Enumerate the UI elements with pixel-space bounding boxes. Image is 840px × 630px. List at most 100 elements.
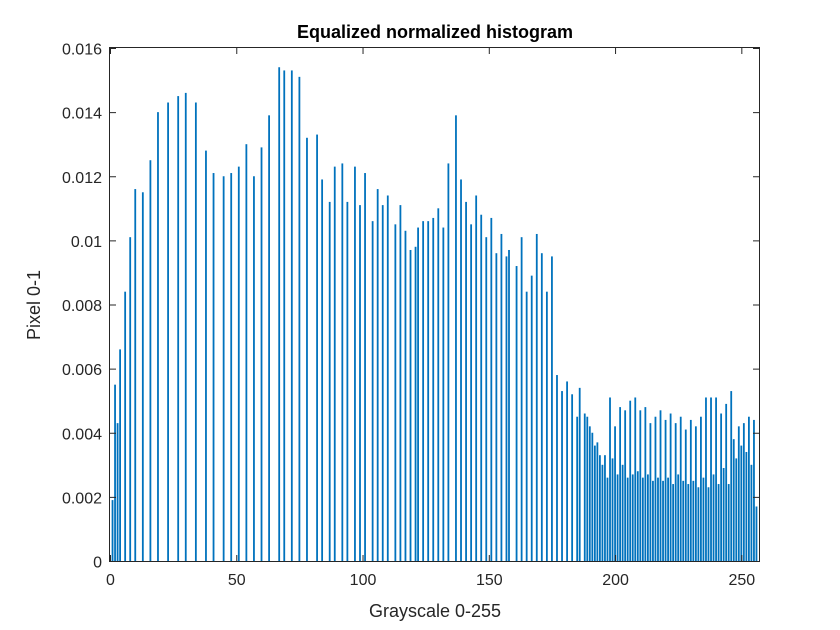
histogram-bar	[631, 474, 634, 561]
histogram-bar	[346, 201, 349, 561]
histogram-bar	[321, 179, 324, 561]
histogram-bar	[586, 416, 589, 561]
histogram-bar	[505, 256, 508, 561]
histogram-bar	[427, 221, 430, 561]
histogram-bar	[692, 480, 695, 561]
histogram-bar	[588, 426, 591, 561]
histogram-bar	[141, 192, 144, 561]
y-tick-label: 0.012	[62, 170, 102, 187]
y-axis-ticks: 0 0.002 0.004 0.006 0.008 0.01 0.012 0.014 0.016	[62, 42, 760, 572]
y-tick-label: 0.008	[62, 298, 102, 315]
histogram-bar	[742, 423, 745, 561]
x-tick-label: 150	[476, 572, 503, 589]
x-tick-label: 100	[350, 572, 377, 589]
histogram-bar	[576, 416, 579, 561]
histogram-bar	[657, 477, 659, 561]
histogram-bar	[530, 275, 533, 561]
histogram-bar	[381, 205, 384, 562]
histogram-bar	[194, 102, 197, 561]
histogram-bar	[616, 474, 619, 561]
histogram-bar	[609, 397, 611, 561]
histogram-bar	[245, 144, 248, 561]
chart-title: Equalized normalized histogram	[297, 22, 573, 42]
histogram-bar	[737, 426, 740, 561]
histogram-bar	[278, 67, 281, 562]
histogram-bar	[525, 291, 528, 561]
histogram-bar	[652, 480, 654, 561]
histogram-bar	[636, 471, 639, 561]
histogram-bar	[707, 487, 710, 561]
histogram-bar	[149, 160, 152, 561]
histogram-bar	[583, 413, 586, 561]
histogram-bar	[376, 189, 379, 561]
histogram-bar	[674, 423, 677, 561]
histogram-bar	[604, 455, 606, 561]
histogram-bar	[727, 484, 730, 561]
histogram-bar	[290, 70, 293, 561]
y-tick-label: 0.006	[62, 362, 102, 379]
histogram-bar	[399, 205, 402, 562]
histogram-bar	[520, 237, 523, 562]
histogram-bar	[485, 237, 488, 562]
x-axis-label: Grayscale 0-255	[369, 601, 501, 621]
histogram-bar	[316, 134, 318, 561]
y-tick-label: 0.01	[71, 234, 102, 251]
histogram-bar	[710, 397, 712, 561]
plot-frame	[109, 47, 760, 562]
histogram-bar	[222, 176, 225, 561]
histogram-bar	[230, 173, 233, 562]
histogram-bar	[508, 249, 510, 562]
histogram-bar	[540, 253, 543, 561]
histogram-bar	[359, 205, 361, 562]
histogram-bar	[629, 400, 632, 561]
histogram-bar	[157, 112, 159, 562]
y-tick-label: 0.014	[62, 106, 102, 123]
histogram-bar	[465, 201, 467, 561]
histogram-bar	[205, 150, 207, 561]
x-axis-ticks: 0 50 100 150 200 250	[106, 47, 755, 589]
histogram-bar	[551, 256, 553, 561]
histogram-bar	[700, 416, 702, 561]
histogram-bar	[134, 189, 137, 561]
histogram-bar	[720, 413, 723, 561]
histogram-bar	[306, 137, 308, 561]
y-tick-label: 0.004	[62, 426, 102, 443]
histogram-bar	[611, 458, 614, 561]
histogram-bar	[621, 464, 624, 561]
histogram-bar	[386, 195, 389, 562]
histogram-bar	[644, 407, 647, 561]
histogram-bar	[111, 500, 114, 561]
histogram-bar	[682, 480, 685, 561]
histogram-bar	[753, 419, 755, 561]
histogram-bar	[599, 455, 601, 561]
histogram-bar	[328, 201, 331, 561]
histogram-bar	[722, 468, 725, 561]
histogram-bar	[697, 487, 700, 561]
histogram-bar	[634, 397, 637, 561]
histogram-bar	[694, 426, 697, 561]
histogram-bar	[556, 375, 558, 561]
histogram-bar	[591, 432, 594, 561]
histogram-bar	[124, 291, 127, 561]
histogram-bar	[745, 451, 748, 561]
histogram-bar	[475, 195, 478, 562]
histogram-bar	[116, 423, 119, 561]
histogram-bar	[447, 163, 450, 561]
histogram-bar	[432, 217, 435, 561]
histogram-bar	[717, 484, 720, 561]
histogram-bar	[672, 484, 675, 561]
histogram-bar	[667, 477, 669, 561]
histogram-bar	[659, 410, 662, 561]
histogram-bar	[212, 173, 215, 562]
histogram-bar	[755, 506, 758, 561]
histogram-bar	[561, 391, 563, 561]
histogram-bar	[490, 217, 493, 561]
histogram-bar	[619, 407, 622, 561]
histogram-bar	[593, 445, 596, 561]
histogram-bar	[129, 237, 132, 562]
histogram-bar	[669, 413, 672, 561]
y-axis-label: Pixel 0-1	[24, 270, 44, 340]
y-tick-label: 0.016	[62, 42, 102, 59]
histogram-bar	[237, 166, 240, 561]
